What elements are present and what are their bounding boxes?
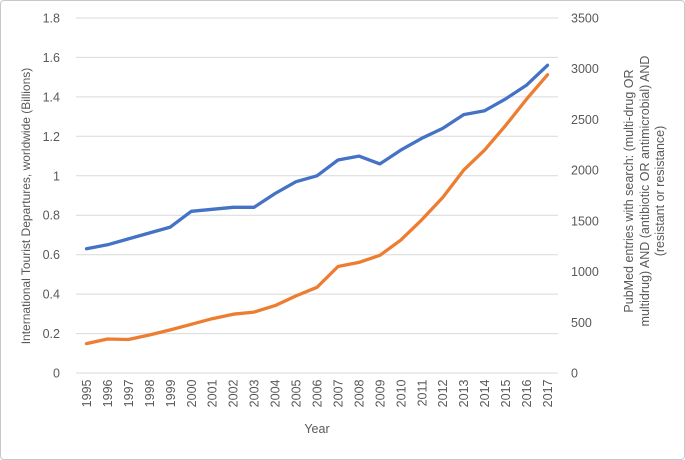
x-axis-tick-label: 2005 [290, 379, 304, 407]
left-axis-tick-label: 1.8 [43, 12, 60, 26]
x-axis-tick-label: 2012 [436, 379, 450, 407]
right-axis-title-line-2: multidrug) AND (antibiotic OR antimicrob… [637, 55, 652, 327]
x-axis-tick-label: 2002 [227, 379, 241, 407]
left-axis-tick-label: 1.6 [43, 51, 60, 65]
right-axis-tick-label: 0 [571, 367, 578, 381]
series-line-right-axis [84, 73, 550, 346]
right-axis-tick-label: 500 [571, 316, 592, 330]
left-axis-tick-label: 1 [53, 169, 60, 183]
x-axis-tick-label: 2011 [415, 379, 429, 406]
left-axis-tick-label: 0.6 [43, 248, 60, 262]
x-axis-tick-label: 2008 [352, 379, 366, 407]
right-axis-tick-label: 1000 [571, 265, 599, 279]
x-axis-tick-label: 1996 [101, 379, 115, 407]
x-axis-tick-label: 2009 [373, 379, 387, 407]
x-axis-tick-label: 2001 [206, 379, 220, 407]
left-axis-title: International Tourist Departures, worldw… [19, 67, 33, 345]
x-axis-tick-label: 2004 [269, 379, 283, 407]
x-axis-tick-label: 2003 [248, 379, 262, 407]
left-axis-tick-label: 0 [53, 367, 60, 381]
x-axis-tick-label: 2015 [499, 379, 513, 407]
x-axis-tick-label: 2006 [311, 379, 325, 407]
x-axis-tick-label: 2010 [394, 379, 408, 407]
x-axis-tick-label: 1999 [164, 379, 178, 407]
right-axis-title-line-1: PubMed entries with search: (multi-drug … [621, 69, 636, 313]
x-axis-tick-label: 2017 [541, 379, 555, 407]
right-axis-tick-label: 1500 [571, 214, 599, 228]
left-axis-tick-label: 0.8 [43, 209, 60, 223]
x-axis-tick-label: 1995 [80, 379, 94, 407]
x-axis-tick-label: 1998 [143, 379, 157, 407]
right-axis-tick-label: 2500 [571, 113, 599, 127]
left-axis-tick-label: 0.2 [43, 327, 60, 341]
x-axis-tick-label: 2000 [185, 379, 199, 407]
left-axis-tick-label: 1.4 [43, 90, 60, 104]
x-axis-tick-label: 2007 [332, 379, 346, 407]
x-axis-tick-label: 2014 [478, 379, 492, 407]
left-axis-tick-label: 1.2 [43, 130, 60, 144]
right-axis-title: PubMed entries with search: (multi-drug … [622, 56, 669, 327]
right-axis-tick-label: 2000 [571, 164, 599, 178]
right-axis-tick-label: 3000 [571, 62, 599, 76]
right-axis-title-line-3: (resistant or resistance) [652, 125, 667, 257]
right-axis-tick-label: 3500 [571, 12, 599, 26]
x-axis-tick-label: 2013 [457, 379, 471, 407]
series-line-left-axis [84, 63, 550, 251]
left-axis-tick-label: 0.4 [43, 288, 60, 302]
x-axis-tick-label: 2016 [520, 379, 534, 407]
x-axis-tick-label: 1997 [122, 379, 136, 407]
x-axis-title: Year [304, 422, 330, 436]
